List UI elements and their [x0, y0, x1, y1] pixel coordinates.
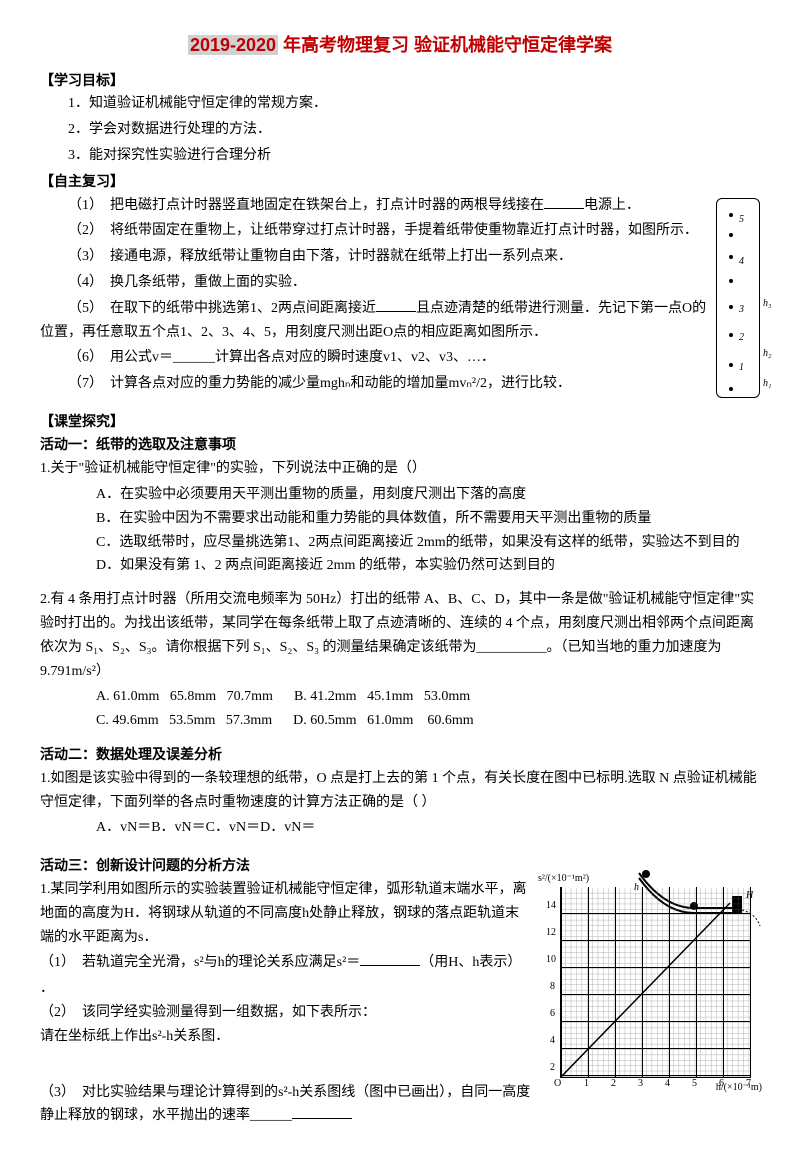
class-inquiry-head: 【课堂探究】 — [40, 410, 760, 434]
review-7: （7） 计算各点对应的重力势能的减少量mghₙ和动能的增加量mvₙ²/2，进行比… — [40, 372, 760, 396]
review-6: （6） 用公式v＝______计算出各点对应的瞬时速度v1、v2、v3、…． — [40, 346, 760, 370]
a1-q1-A: A．在实验中必须要用天平测出重物的质量，用刻度尺测出下落的高度 — [96, 483, 760, 507]
a2-q1-opts: A．vN＝B．vN＝C．vN＝D．vN＝ — [40, 816, 760, 840]
blank — [292, 1104, 352, 1119]
page-title: 2019-2020 年高考物理复习 验证机械能守恒定律学案 — [40, 30, 760, 61]
self-review-head: 【自主复习】 — [40, 170, 760, 194]
review-3: （3） 接通电源，释放纸带让重物自由下落，计时器就在纸带上打出一系列点来． — [40, 245, 760, 269]
goal-1: 1．知道验证机械能守恒定律的常规方案． — [40, 92, 760, 116]
activity-1-head: 活动一：纸带的选取及注意事项 — [40, 433, 760, 457]
a1-q1-C: C．选取纸带时，应尽量挑选第1、2两点间距离接近 2mm的纸带，如果没有这样的纸… — [96, 531, 760, 555]
review-5: （5） 在取下的纸带中挑选第1、2两点间距离接近且点迹清楚的纸带进行测量．先记下… — [40, 297, 760, 345]
blank — [544, 194, 584, 209]
a1-q2: 2.有 4 条用打点计时器（所用交流电频率为 50Hz）打出的纸带 A、B、C、… — [40, 588, 760, 683]
track-chart: h H s²/(×10⁻¹m²) h/(×10⁻¹m) 2 4 6 8 10 1… — [540, 878, 760, 1098]
chart-line-icon — [560, 888, 750, 1078]
a1-q2-row2: C. 49.6mm 53.5mm 57.3mm D. 60.5mm 61.0mm… — [96, 709, 760, 733]
a1-q1-B: B．在实验中因为不需要求出动能和重力势能的具体数值，所不需要用天平测出重物的质量 — [96, 507, 760, 531]
review-2: （2） 将纸带固定在重物上，让纸带穿过打点计时器，手提着纸带使重物靠近打点计时器… — [40, 219, 760, 243]
goal-2: 2．学会对数据进行处理的方法． — [40, 118, 760, 142]
a2-q1: 1.如图是该实验中得到的一条较理想的纸带，O 点是打上去的第 1 个点，有关长度… — [40, 767, 760, 815]
a1-q2-row1: A. 61.0mm 65.8mm 70.7mm B. 41.2mm 45.1mm… — [96, 685, 760, 709]
ylabel: s²/(×10⁻¹m²) — [538, 870, 589, 887]
a1-q1-D: D．如果没有第 1、2 两点间距离接近 2mm 的纸带，本实验仍然可达到目的 — [96, 554, 760, 578]
learn-goal-head: 【学习目标】 — [40, 69, 760, 93]
blank — [376, 297, 416, 312]
review-1: （1） 把电磁打点计时器竖直地固定在铁架台上，打点计时器的两根导线接在电源上． — [40, 194, 760, 218]
title-year: 2019-2020 — [188, 35, 278, 55]
review-4: （4） 换几条纸带，重做上面的实验． — [40, 271, 760, 295]
blank — [360, 951, 420, 966]
goal-3: 3．能对探究性实验进行合理分析 — [40, 144, 760, 168]
a1-q1: 1.关于"验证机械能守恒定律"的实验，下列说法中正确的是（） — [40, 457, 760, 481]
title-rest: 年高考物理复习 验证机械能守恒定律学案 — [278, 35, 612, 55]
activity-2-head: 活动二：数据处理及误差分析 — [40, 743, 760, 767]
tape-figure: 5 4 3 2 1 h₃ h₂ h₁ — [716, 198, 760, 398]
